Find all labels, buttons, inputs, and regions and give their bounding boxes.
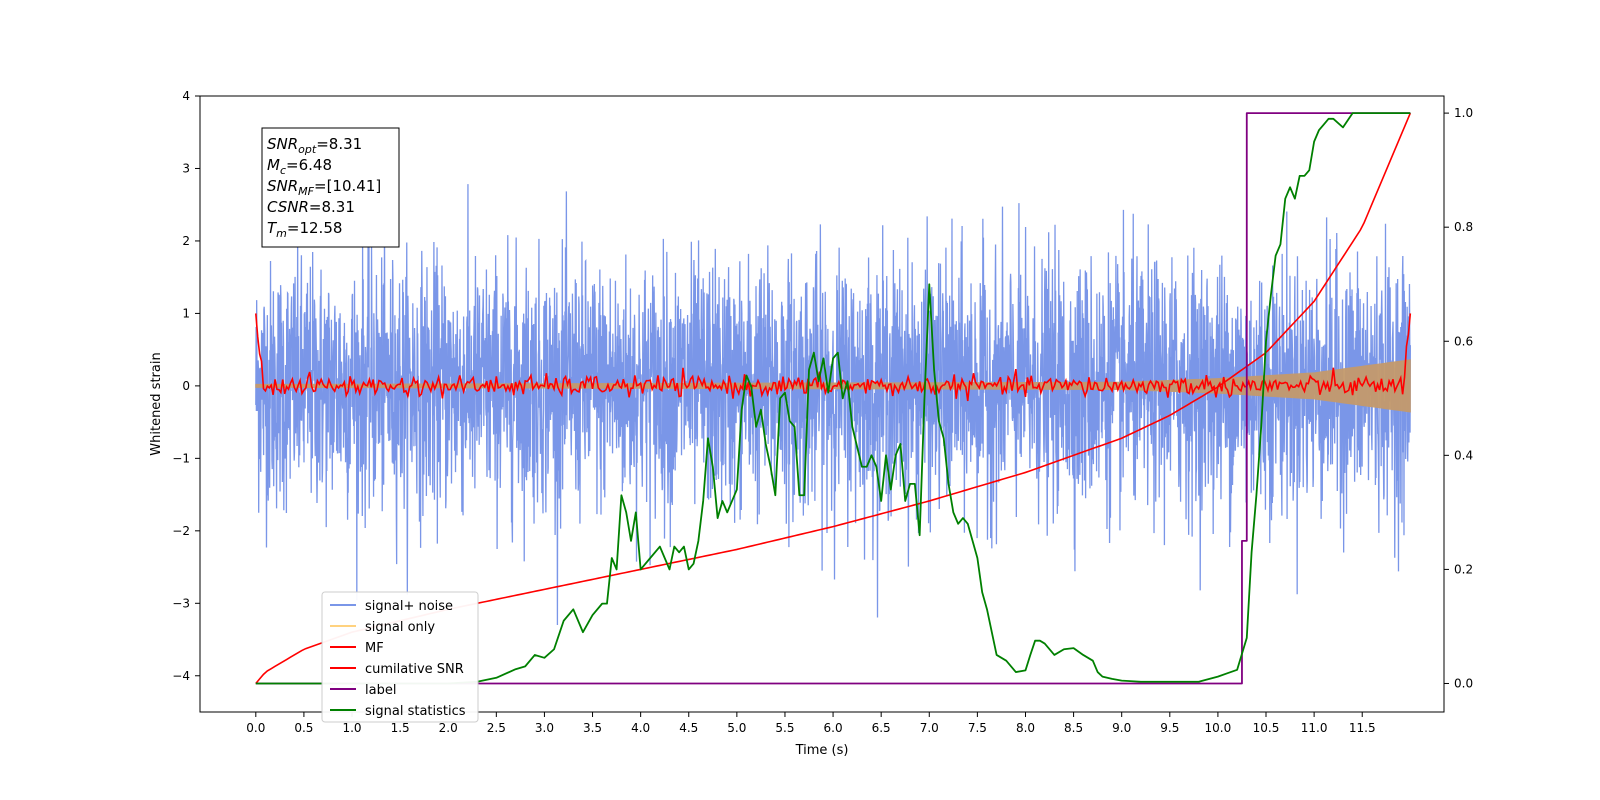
legend-label: signal only (365, 620, 435, 635)
stats-box-frame (261, 127, 400, 248)
y-axis-right: 0.0 0.2 0.4 0.6 0.8 1.0 (1444, 106, 1473, 690)
legend-label: signal+ noise (365, 599, 453, 614)
x-tick-label: 4.5 (679, 721, 698, 735)
x-tick-label: 10.0 (1205, 721, 1232, 735)
x-tick-label: 11.0 (1301, 721, 1328, 735)
x-tick-label: 5.5 (775, 721, 794, 735)
x-tick-label: 10.5 (1253, 721, 1280, 735)
legend-label: signal statistics (365, 704, 466, 719)
y-tick-right-label: 1.0 (1454, 106, 1473, 120)
legend-label: MF (365, 641, 384, 656)
y-tick-left-label: −1 (172, 451, 190, 465)
stat-line: Tm=12.58 (267, 219, 342, 240)
x-tick-label: 6.5 (872, 721, 891, 735)
x-tick-label: 7.5 (968, 721, 987, 735)
y-tick-left-label: −4 (172, 669, 190, 683)
x-tick-label: 5.0 (727, 721, 746, 735)
y-tick-left-label: 4 (182, 89, 190, 103)
plot-frame (199, 95, 1445, 713)
stat-line: CSNR=8.31 (267, 198, 355, 216)
y-axis-label: Whitened strain (149, 352, 164, 455)
x-tick-label: 3.0 (535, 721, 554, 735)
stat-line: Mc=6.48 (267, 156, 332, 177)
x-tick-label: 3.5 (583, 721, 602, 735)
y-tick-left-label: −2 (172, 524, 190, 538)
y-axis-left: 4 3 2 1 0 −1 −2 −3 −4 (172, 89, 200, 683)
y-tick-left-label: 3 (182, 161, 190, 175)
stat-line: SNRMF=[10.41] (267, 177, 381, 198)
y-tick-left-label: −3 (172, 596, 190, 610)
x-tick-label: 8.0 (1016, 721, 1035, 735)
x-tick-label: 4.0 (631, 721, 650, 735)
y-tick-left-label: 1 (182, 306, 190, 320)
x-tick-label: 11.5 (1349, 721, 1376, 735)
x-tick-label: 8.5 (1064, 721, 1083, 735)
x-tick-label: 9.5 (1160, 721, 1179, 735)
x-tick-label: 6.0 (824, 721, 843, 735)
x-axis-label: Time (s) (795, 743, 849, 758)
legend-frame (321, 591, 479, 723)
y-tick-right-label: 0.6 (1454, 334, 1473, 348)
x-tick-label: 0.5 (294, 721, 313, 735)
y-tick-right-label: 0.4 (1454, 448, 1473, 462)
x-tick-label: 2.5 (487, 721, 506, 735)
stat-line: SNRopt=8.31 (267, 135, 362, 156)
x-tick-label: 2.0 (439, 721, 458, 735)
y-tick-right-label: 0.0 (1454, 676, 1473, 690)
x-axis: 0.0 0.5 1.0 1.5 2.0 2.5 3.0 3.5 4.0 4.5 5.0 5.5 6.0 6… (246, 712, 1376, 735)
stats-box: SNRopt=8.31Mc=6.48SNRMF=[10.41]CSNR=8.31… (261, 127, 400, 248)
y-tick-right-label: 0.2 (1454, 562, 1473, 576)
x-tick-label: 1.0 (342, 721, 361, 735)
x-tick-label: 0.0 (246, 721, 265, 735)
series-label (255, 112, 1411, 685)
legend-label: label (365, 683, 396, 698)
x-tick-label: 9.0 (1112, 721, 1131, 735)
y-tick-left-label: 2 (182, 234, 190, 248)
y-tick-right-label: 0.8 (1454, 220, 1473, 234)
x-tick-label: 1.5 (391, 721, 410, 735)
x-tick-label: 7.0 (920, 721, 939, 735)
series-signal-statistics (255, 112, 1411, 685)
legend-label: cumilative SNR (365, 662, 464, 677)
legend: signal+ noise signal only MF cumilative SNR… (321, 591, 479, 723)
y-tick-left-label: 0 (182, 379, 190, 393)
